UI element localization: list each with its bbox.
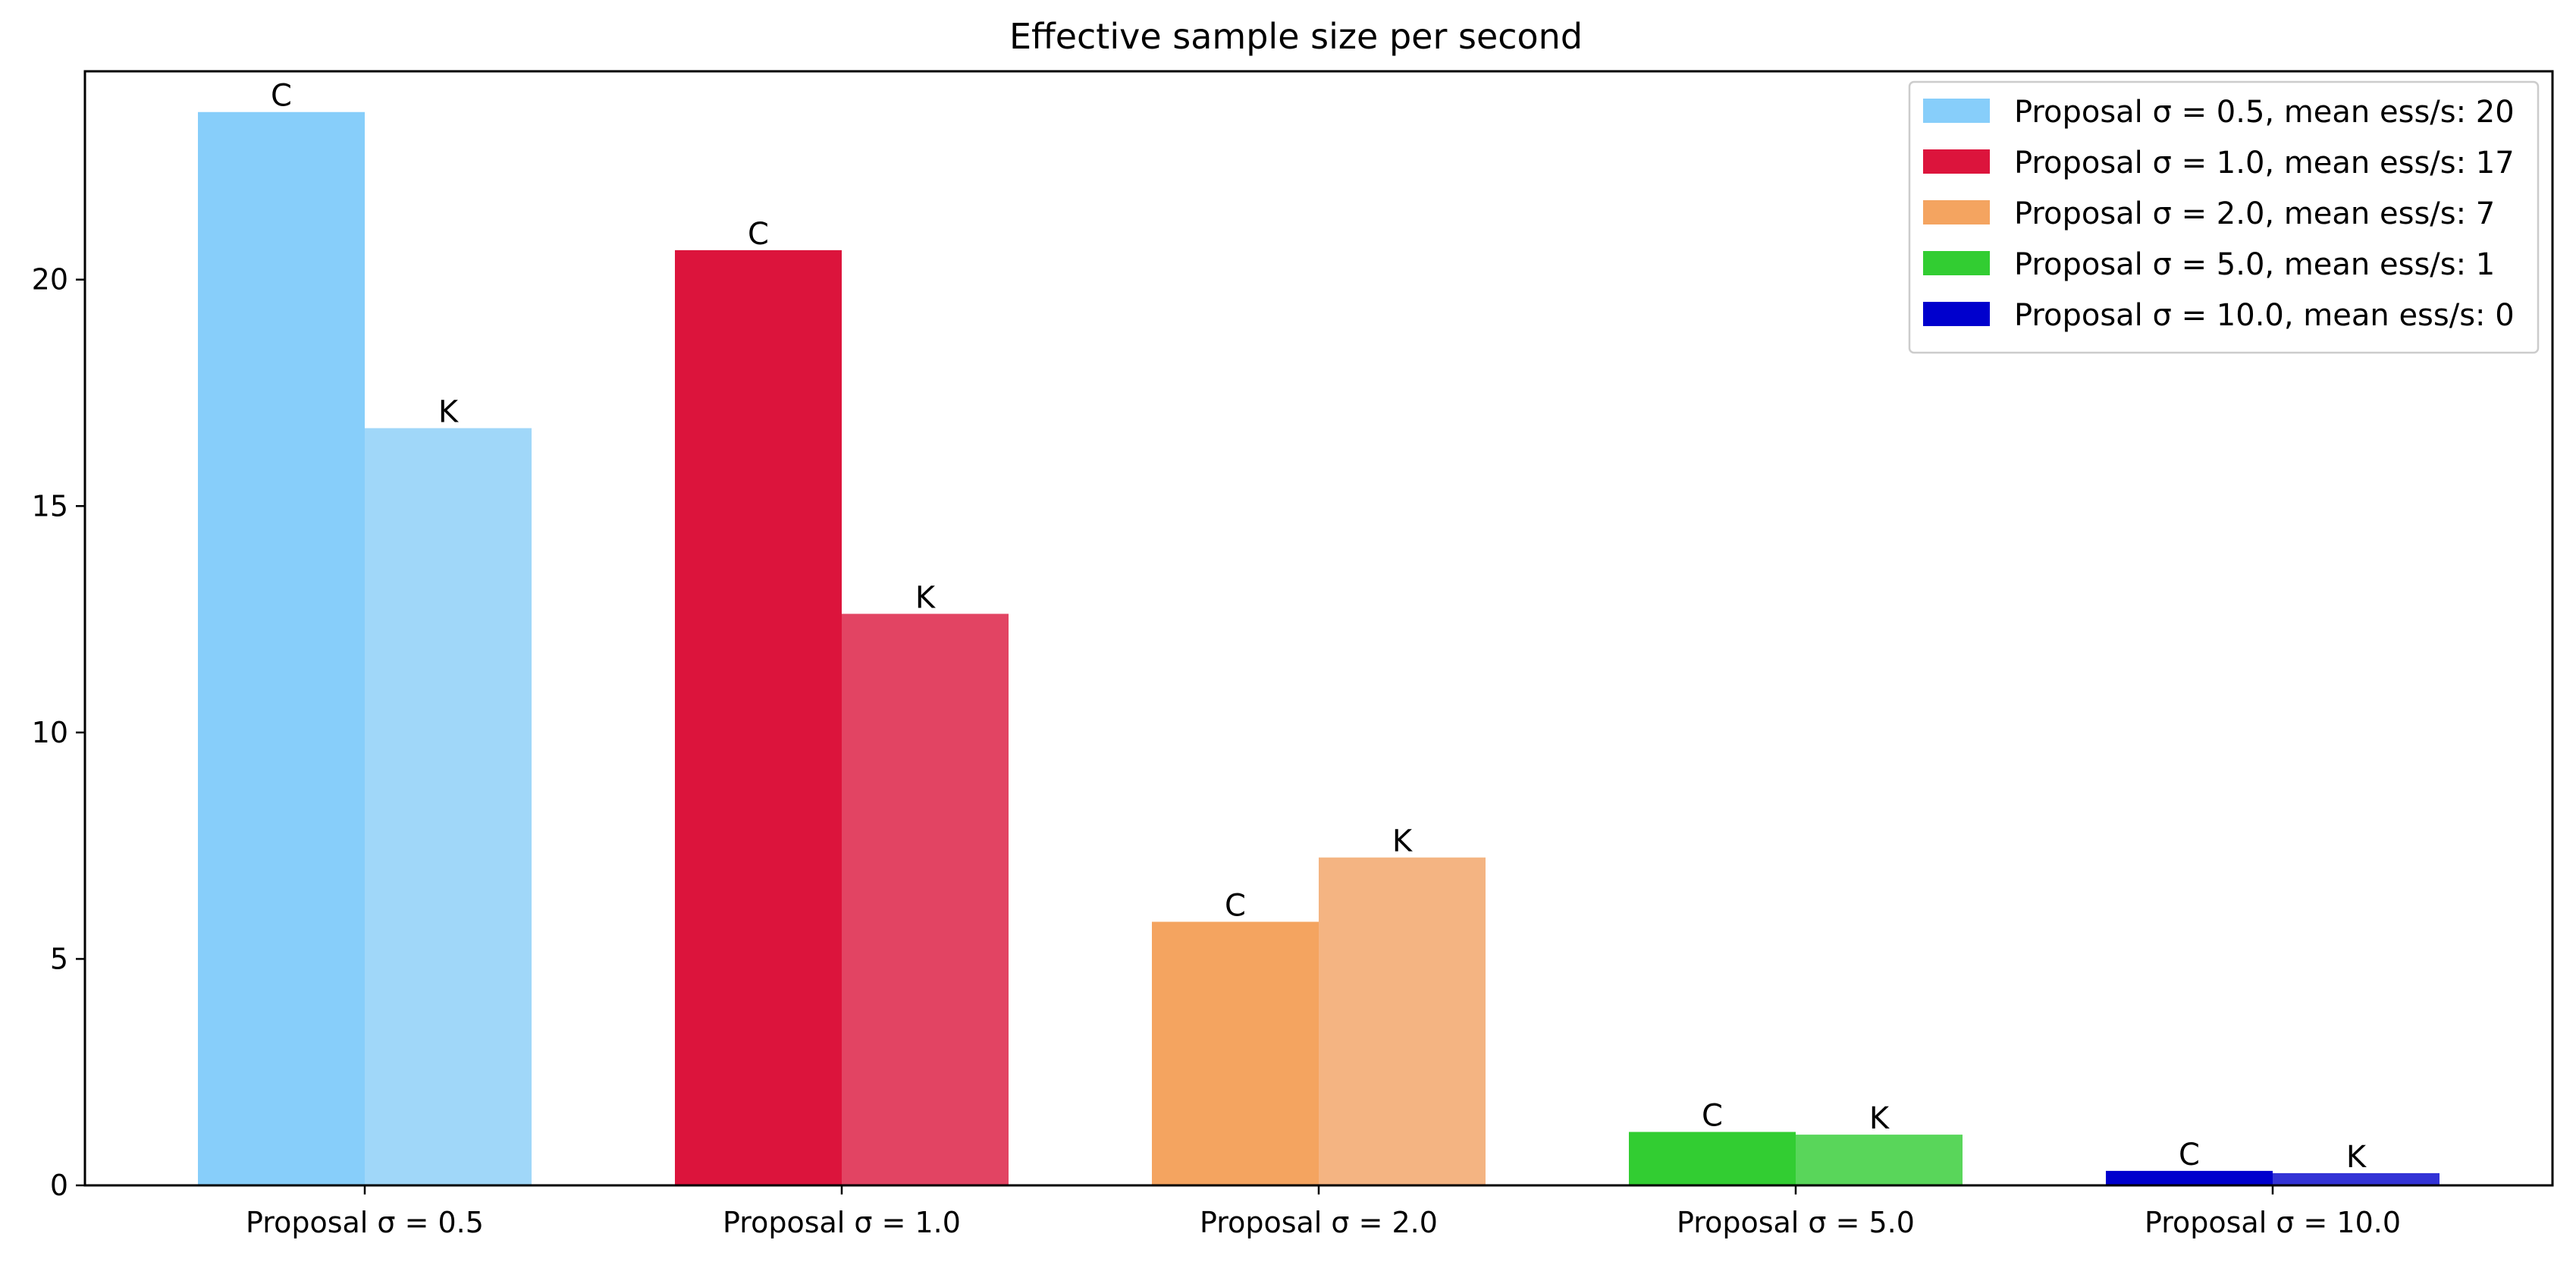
y-tick-label: 20 — [32, 263, 68, 297]
bars-group — [198, 111, 2440, 1186]
legend-label: Proposal σ = 10.0, mean ess/s: 0 — [2014, 298, 2515, 333]
bar-2-k — [842, 614, 1009, 1185]
chart-title: Effective sample size per second — [1009, 16, 1583, 57]
x-tick-label: Proposal σ = 10.0 — [2145, 1206, 2401, 1239]
x-tick-label: Proposal σ = 1.0 — [723, 1206, 961, 1239]
bar-value-label: C — [748, 217, 769, 252]
bar-3-c — [1152, 921, 1319, 1185]
x-tick-label: Proposal σ = 5.0 — [1677, 1206, 1915, 1239]
bar-value-label: C — [271, 79, 292, 114]
bar-4-k — [1796, 1135, 1963, 1185]
legend-label: Proposal σ = 2.0, mean ess/s: 7 — [2014, 196, 2495, 231]
y-tick-label: 15 — [32, 489, 68, 523]
legend-swatch — [1923, 99, 1990, 123]
y-tick-label: 5 — [50, 942, 68, 975]
bar-4-c — [1629, 1132, 1796, 1185]
x-tick-label: Proposal σ = 2.0 — [1200, 1206, 1438, 1239]
bar-2-c — [675, 250, 842, 1186]
x-axis: Proposal σ = 0.5 Proposal σ = 1.0 Proposal… — [246, 1185, 2401, 1239]
legend-swatch — [1923, 149, 1990, 174]
bar-value-label: C — [2179, 1138, 2200, 1172]
bar-5-c — [2106, 1170, 2273, 1185]
bar-5-k — [2273, 1172, 2440, 1185]
legend-label: Proposal σ = 1.0, mean ess/s: 17 — [2014, 146, 2515, 180]
x-tick-label: Proposal σ = 0.5 — [246, 1206, 484, 1239]
legend-label: Proposal σ = 0.5, mean ess/s: 20 — [2014, 95, 2515, 130]
bar-value-label: K — [1869, 1101, 1890, 1136]
y-axis: 0 5 10 15 20 — [32, 263, 85, 1202]
legend-label: Proposal σ = 5.0, mean ess/s: 1 — [2014, 247, 2495, 282]
bar-3-k — [1319, 857, 1486, 1185]
legend-swatch — [1923, 251, 1990, 275]
bar-value-label: C — [1225, 888, 1246, 923]
bar-value-label: K — [915, 580, 937, 615]
y-tick-label: 10 — [32, 716, 68, 749]
bar-labels-group: C K C K C K C K C K — [271, 79, 2367, 1175]
legend-box — [1908, 80, 2540, 354]
bar-value-label: K — [438, 395, 460, 430]
bar-1-k — [365, 428, 532, 1185]
bar-1-c — [198, 111, 365, 1185]
bar-value-label: K — [1392, 824, 1414, 859]
legend-swatch — [1923, 302, 1990, 326]
y-tick-label: 0 — [50, 1169, 68, 1202]
bar-value-label: K — [2346, 1140, 2367, 1175]
legend-swatch — [1923, 200, 1990, 224]
bar-value-label: C — [1702, 1099, 1723, 1134]
legend: Proposal σ = 0.5, mean ess/s: 20 Proposal… — [1908, 80, 2540, 354]
